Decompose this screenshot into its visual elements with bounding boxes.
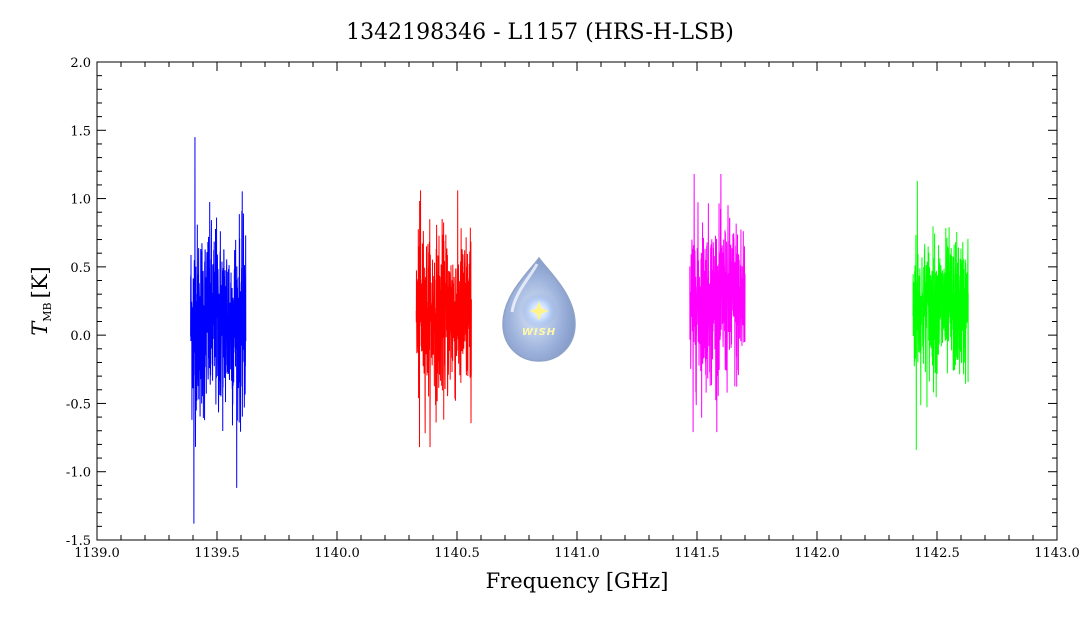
series-line-2 [415,190,472,448]
x-tick-label: 1141.0 [554,546,600,561]
y-tick-label: -0.5 [66,397,91,412]
x-tick-label: 1142.5 [914,546,960,561]
y-axis-label-sub: MB [41,302,54,321]
x-tick-label: 1139.0 [74,546,120,561]
plot-area: 1139.0 1139.5 1140.0 1140.5 1141.0 1141.5 1142… [66,56,1080,561]
star-icon [529,301,549,321]
drop-highlight [510,263,539,313]
x-tick-label: 1141.5 [674,546,720,561]
y-tick-label: 2.0 [70,56,91,71]
wish-logo: WISH [502,256,576,362]
y-tick-label: -1.0 [66,466,91,481]
x-tick-label: 1139.5 [194,546,240,561]
x-tick-label: 1140.5 [434,546,480,561]
y-axis-label: TMB [K] [28,266,54,335]
axis-ticks: 1139.0 1139.5 1140.0 1140.5 1141.0 1141.5 1142… [66,56,1080,561]
series-line-3 [689,173,746,433]
x-tick-label: 1140.0 [314,546,360,561]
y-tick-label: 0.5 [70,261,91,276]
x-tick-label: 1143.0 [1034,546,1080,561]
x-tick-label: 1142.0 [794,546,840,561]
y-tick-label: -1.5 [66,534,91,549]
series-line-1 [190,137,247,524]
y-tick-label: 0.0 [70,329,91,344]
y-axis-label-main: T [28,320,52,336]
y-tick-label: 1.0 [70,193,91,208]
y-axis-label-unit: [K] [28,266,52,298]
series-line-4 [912,180,969,450]
x-axis-label: Frequency [GHz] [486,569,669,593]
chart-title: 1342198346 - L1157 (HRS-H-LSB) [346,20,734,45]
y-tick-label: 1.5 [70,124,91,139]
series-group [190,137,969,524]
logo-text: WISH [522,327,556,338]
